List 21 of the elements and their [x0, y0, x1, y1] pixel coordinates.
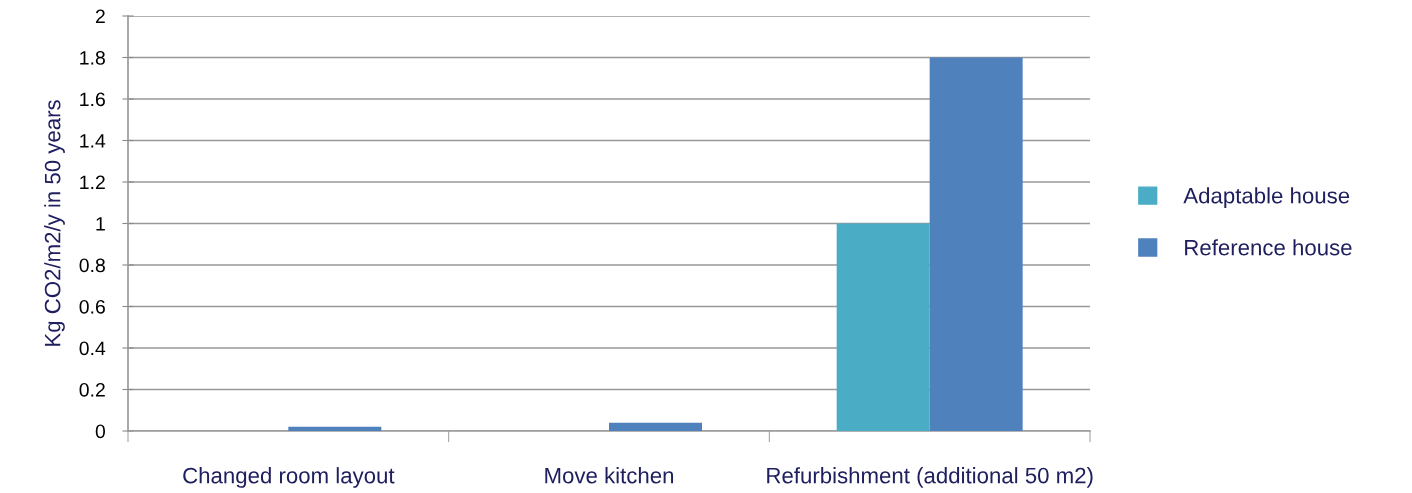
y-tick-label: 0.6 [79, 299, 105, 314]
y-tick-label: 1.6 [80, 92, 105, 107]
bar [288, 426, 382, 431]
y-tick-label: 0.2 [79, 382, 105, 397]
y-axis-title: Kg CO2/m2/y in 50 years [44, 100, 65, 346]
bar [609, 422, 702, 431]
y-tick-label: 1.8 [80, 50, 105, 65]
y-tick-label: 0.4 [79, 341, 106, 356]
y-tick-label: 1 [96, 217, 105, 231]
x-tick-label: Changed room layout [183, 467, 395, 488]
y-tick-label: 0 [95, 424, 106, 439]
y-tick-label: 1.4 [80, 134, 106, 148]
y-tick-label: 0.8 [79, 258, 105, 273]
y-tick-label: 1.2 [80, 175, 105, 190]
y-tick-label: 2 [95, 9, 105, 24]
bar [836, 223, 930, 431]
legend-label: Adaptable house [1183, 187, 1350, 208]
legend-label: Reference house [1185, 239, 1352, 256]
x-tick-label: Move kitchen [545, 467, 674, 484]
bar [929, 57, 1023, 431]
x-tick-label: Refurbishment (additional 50 m2) [767, 467, 1093, 488]
